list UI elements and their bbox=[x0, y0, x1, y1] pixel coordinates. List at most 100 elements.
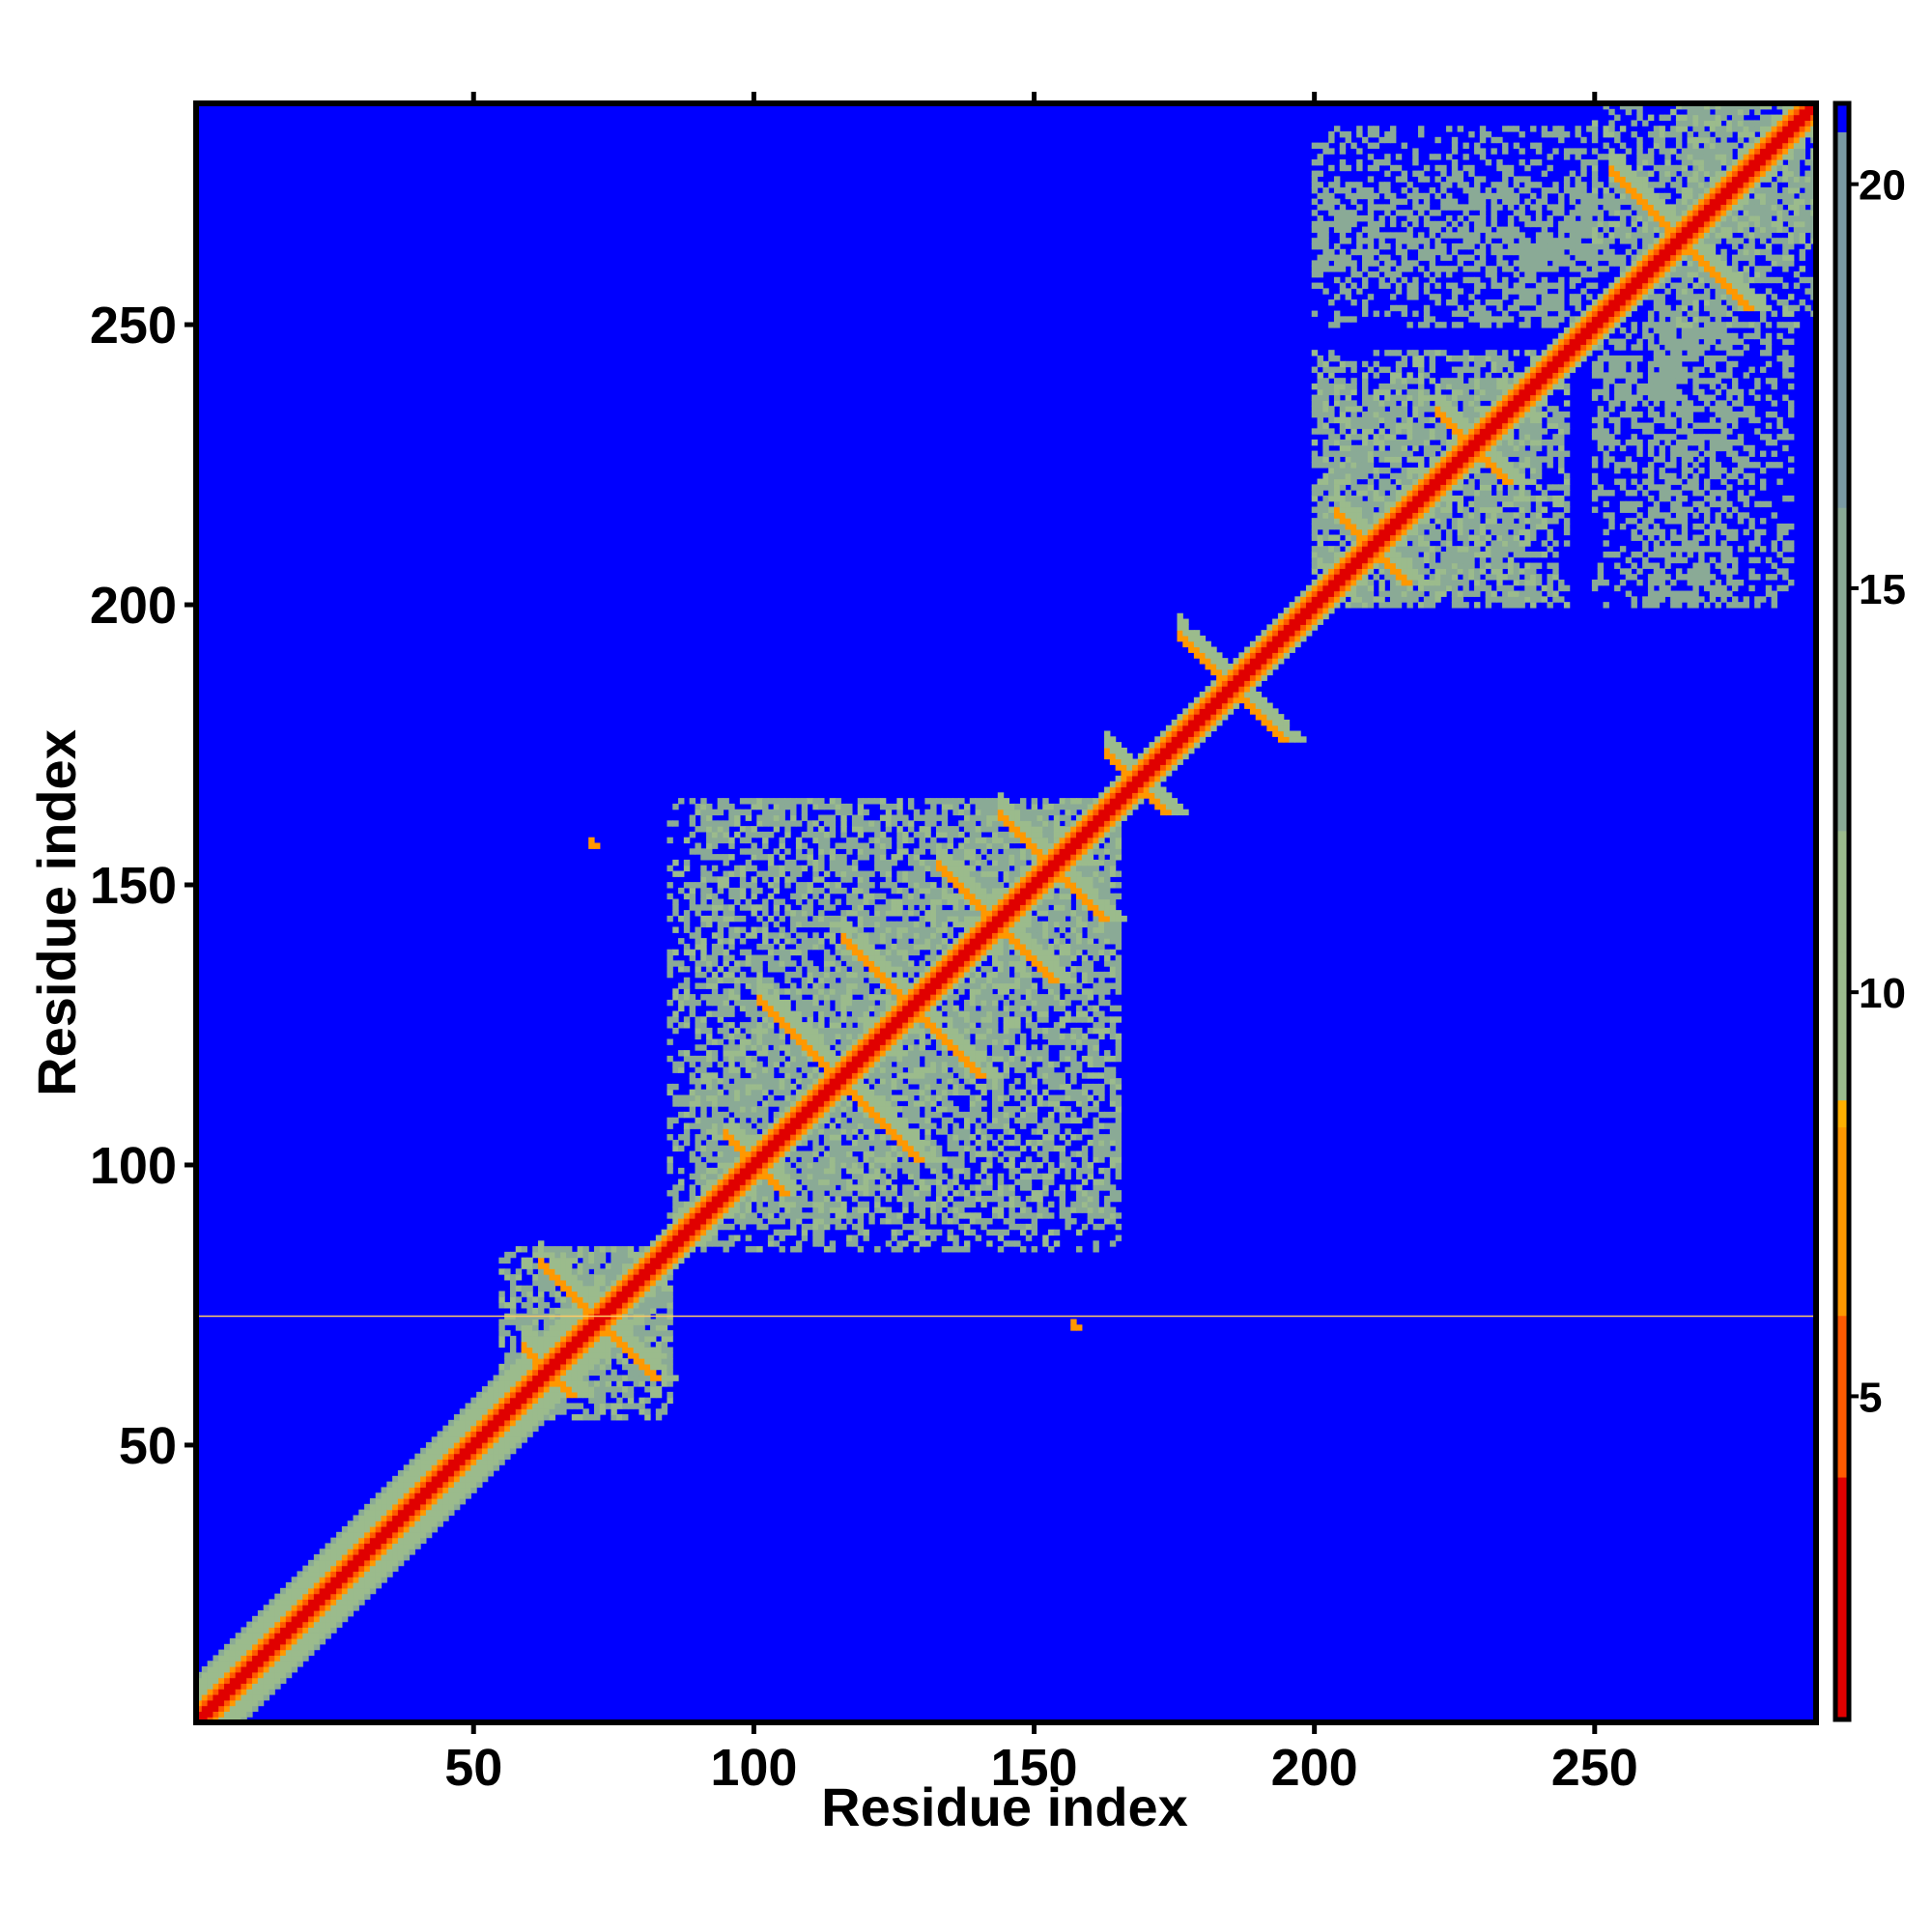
heatmap-cell bbox=[711, 982, 719, 989]
heatmap-cell bbox=[728, 803, 735, 810]
heatmap-cell bbox=[414, 1531, 421, 1539]
heatmap-cell bbox=[907, 882, 915, 889]
heatmap-cell bbox=[717, 1184, 724, 1191]
heatmap-cell bbox=[807, 820, 813, 827]
heatmap-cell bbox=[605, 1352, 611, 1359]
heatmap-cell bbox=[297, 1643, 303, 1651]
heatmap-cell bbox=[751, 893, 757, 900]
heatmap-cell bbox=[801, 854, 809, 861]
heatmap-cell bbox=[857, 1246, 865, 1253]
heatmap-cell bbox=[975, 1184, 981, 1191]
heatmap-cell bbox=[594, 842, 601, 849]
heatmap-cell bbox=[582, 1251, 589, 1259]
heatmap-cell bbox=[723, 949, 729, 956]
heatmap-cell bbox=[812, 999, 819, 1007]
heatmap-cell bbox=[941, 798, 949, 805]
heatmap-cell bbox=[341, 1587, 349, 1595]
heatmap-cell bbox=[975, 887, 981, 895]
heatmap-cell bbox=[689, 1094, 696, 1101]
heatmap-cell bbox=[947, 1162, 953, 1169]
heatmap-cell bbox=[695, 1223, 701, 1231]
heatmap-cell bbox=[891, 910, 897, 917]
heatmap-cell bbox=[577, 1291, 583, 1297]
heatmap-cell bbox=[952, 876, 959, 883]
heatmap-cell bbox=[375, 1554, 383, 1561]
heatmap-cell bbox=[325, 1621, 331, 1629]
heatmap-cell bbox=[711, 1145, 719, 1152]
heatmap-cell bbox=[241, 1699, 247, 1707]
heatmap-cell bbox=[823, 994, 831, 1001]
heatmap-cell bbox=[913, 1111, 921, 1119]
heatmap-cell bbox=[448, 1487, 455, 1493]
heatmap-cell bbox=[975, 1016, 981, 1023]
heatmap-cell bbox=[549, 1369, 555, 1377]
heatmap-cell bbox=[902, 1022, 909, 1029]
heatmap-cell bbox=[739, 1167, 747, 1175]
heatmap-cell bbox=[717, 926, 724, 933]
heatmap-cell bbox=[291, 1655, 298, 1662]
heatmap-cell bbox=[784, 1122, 791, 1129]
heatmap-cell bbox=[835, 1139, 841, 1147]
heatmap-cell bbox=[302, 1577, 309, 1583]
heatmap-cell bbox=[975, 1055, 981, 1063]
heatmap-cell bbox=[683, 1100, 691, 1107]
heatmap-cell bbox=[571, 1330, 579, 1337]
heatmap-cell bbox=[717, 803, 724, 810]
heatmap-cell bbox=[224, 1661, 231, 1667]
heatmap-cell bbox=[728, 1173, 735, 1180]
heatmap-cell bbox=[840, 1117, 847, 1124]
heatmap-cell bbox=[975, 826, 981, 833]
heatmap-cell bbox=[784, 932, 791, 939]
heatmap-cell bbox=[582, 1386, 589, 1393]
heatmap-cell bbox=[728, 943, 735, 951]
heatmap-cell bbox=[969, 1100, 977, 1107]
heatmap-cell bbox=[667, 1190, 673, 1197]
heatmap-cell bbox=[751, 1151, 757, 1157]
heatmap-cell bbox=[549, 1414, 555, 1421]
heatmap-cell bbox=[779, 1078, 785, 1085]
heatmap-cell bbox=[958, 954, 965, 961]
heatmap-cell bbox=[823, 1061, 831, 1068]
heatmap-cell bbox=[958, 966, 965, 973]
heatmap-cell bbox=[980, 893, 987, 900]
heatmap-cell bbox=[655, 1251, 663, 1259]
heatmap-cell bbox=[779, 1162, 785, 1169]
heatmap-cell bbox=[958, 848, 965, 855]
heatmap-cell bbox=[364, 1543, 371, 1549]
heatmap-cell bbox=[879, 982, 887, 989]
heatmap-cell bbox=[695, 1016, 701, 1023]
heatmap-cell bbox=[947, 837, 953, 844]
heatmap-cell bbox=[526, 1263, 533, 1269]
heatmap-cell bbox=[627, 1324, 635, 1331]
heatmap-cell bbox=[952, 1122, 959, 1129]
heatmap-cell bbox=[588, 1263, 595, 1269]
heatmap-cell bbox=[840, 826, 847, 833]
heatmap-cell bbox=[762, 1128, 769, 1135]
heatmap-cell bbox=[835, 966, 841, 973]
heatmap-cell bbox=[980, 932, 987, 939]
heatmap-cell bbox=[823, 1201, 831, 1208]
heatmap-cell bbox=[896, 1122, 903, 1129]
heatmap-cell bbox=[879, 910, 887, 917]
heatmap-cell bbox=[756, 999, 763, 1007]
heatmap-cell bbox=[543, 1246, 551, 1253]
heatmap-cell bbox=[756, 1207, 763, 1213]
heatmap-cell bbox=[902, 910, 909, 917]
heatmap-cell bbox=[919, 1066, 925, 1073]
heatmap-cell bbox=[711, 1156, 719, 1163]
heatmap-cell bbox=[919, 882, 925, 889]
heatmap-cell bbox=[924, 1240, 931, 1247]
heatmap-cell bbox=[274, 1615, 281, 1623]
heatmap-cell bbox=[672, 1212, 679, 1219]
heatmap-cell bbox=[857, 1100, 865, 1107]
heatmap-cell bbox=[924, 1151, 931, 1157]
heatmap-cell bbox=[863, 1235, 869, 1241]
heatmap-cell bbox=[319, 1571, 327, 1577]
heatmap-cell bbox=[913, 1156, 921, 1163]
heatmap-cell bbox=[879, 1162, 887, 1169]
heatmap-cell bbox=[509, 1425, 517, 1433]
heatmap-cell bbox=[639, 1403, 645, 1409]
heatmap-cell bbox=[470, 1414, 477, 1421]
heatmap-cell bbox=[476, 1391, 483, 1399]
heatmap-cell bbox=[885, 1212, 893, 1219]
